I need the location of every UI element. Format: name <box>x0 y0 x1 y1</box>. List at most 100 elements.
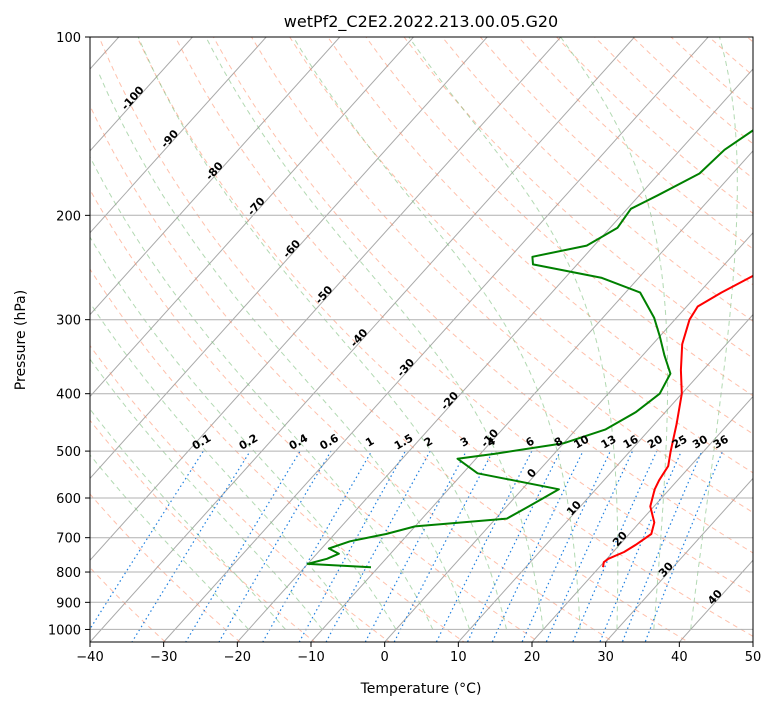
mixing-ratio-line <box>545 450 634 642</box>
isotherm-line <box>384 232 753 642</box>
dry-adiabat-line <box>555 37 753 215</box>
isotherm-line <box>605 477 753 642</box>
isotherm-label: -10 <box>478 426 501 450</box>
x-tick-label: −20 <box>224 650 251 665</box>
isotherm-line <box>90 37 636 642</box>
y-tick-label: 700 <box>56 532 81 547</box>
moist-adiabat-line <box>205 37 544 630</box>
isotherm-line <box>90 37 488 480</box>
y-tick-label: 500 <box>56 445 81 460</box>
y-tick-label: 300 <box>56 314 81 329</box>
y-tick-label: 600 <box>56 492 81 507</box>
isotherm-label: -80 <box>203 159 226 183</box>
x-tick-label: 0 <box>381 650 389 665</box>
y-tick-label: 400 <box>56 388 81 403</box>
isotherm-line <box>90 37 194 152</box>
y-tick-label: 800 <box>56 566 81 581</box>
y-tick-label: 100 <box>56 31 81 46</box>
mixing-ratio-line <box>90 450 204 631</box>
isotherm-line <box>678 559 753 642</box>
dry-adiabat-line <box>746 37 753 43</box>
plot-frame <box>89 36 754 643</box>
isotherm-line <box>90 37 562 561</box>
isotherm-label: -20 <box>438 389 461 413</box>
isotherm-label: -50 <box>313 283 336 307</box>
mixing-ratio-label: 25 <box>670 433 690 452</box>
isotherm-line <box>310 150 753 642</box>
mixing-ratio-line <box>393 450 494 642</box>
mixing-ratio-label: 1.5 <box>392 432 415 453</box>
dry-adiabat-line <box>250 37 753 514</box>
moist-adiabat-line <box>292 37 581 630</box>
x-tick-label: 50 <box>745 650 762 665</box>
moist-adiabat-line <box>98 72 471 630</box>
x-tick-label: 30 <box>597 650 614 665</box>
mixing-ratio-label: 3 <box>458 435 471 450</box>
mixing-ratio-label: 0.2 <box>237 432 260 453</box>
moist-adiabat-line <box>560 37 669 630</box>
isotherm-line <box>90 37 341 316</box>
mixing-ratio-line <box>491 450 584 642</box>
mixing-ratio-label: 1 <box>363 435 376 450</box>
isotherm-line <box>90 37 267 234</box>
moist-adiabat-line <box>690 37 738 630</box>
dry-adiabat-line <box>136 37 753 637</box>
mixing-ratio-line <box>621 450 703 642</box>
dry-adiabat-line <box>632 37 753 145</box>
isotherm-label: 0 <box>524 466 539 481</box>
moist-adiabat-line <box>90 155 434 630</box>
y-tick-label: 900 <box>56 596 81 611</box>
isotherm-label: 40 <box>705 587 725 607</box>
dry-adiabat-line <box>90 104 615 642</box>
x-tick-label: 40 <box>671 650 688 665</box>
moist-adiabat-line <box>90 454 249 630</box>
mixing-ratio-label: 20 <box>645 432 665 451</box>
mixing-ratio-label: 2 <box>422 435 435 450</box>
mixing-ratio-line <box>218 450 332 642</box>
moist-adiabat-line <box>90 358 323 630</box>
profile-series <box>306 129 753 569</box>
dry-adiabat-line <box>754 10 775 654</box>
x-tick-label: 20 <box>524 650 541 665</box>
isotherm-label: -40 <box>348 326 371 350</box>
dry-adiabat-line <box>90 344 391 642</box>
axes: −40 −30 −20 −10 0 10 20 30 40 5010020030040050060… <box>48 31 761 665</box>
isotherm-line <box>163 37 709 642</box>
isotherm-label: -30 <box>394 356 417 380</box>
isotherm-line <box>0 10 70 654</box>
dry-adiabat-line <box>90 419 316 642</box>
mixing-ratio-line <box>521 450 611 642</box>
mixing-ratio-line <box>262 450 373 642</box>
dry-adiabat-line <box>90 493 241 642</box>
y-tick-label: 200 <box>56 209 81 224</box>
mixing-ratio-label: 16 <box>621 432 641 451</box>
mixing-ratio-label: 13 <box>599 433 619 452</box>
x-tick-label: −10 <box>297 650 324 665</box>
mixing-ratio-label: 8 <box>552 435 565 450</box>
dry-adiabat-line <box>327 37 753 435</box>
y-tick-label: 1000 <box>48 623 81 638</box>
moist-adiabat-line <box>137 37 507 630</box>
mixing-ratio-label: 0.4 <box>287 431 311 452</box>
mixing-ratio-line <box>131 450 251 642</box>
isotherm-label: -70 <box>245 194 268 218</box>
mixing-ratio-line <box>599 450 682 642</box>
isotherm-label: -60 <box>280 237 303 261</box>
mixing-ratio-line <box>298 450 406 642</box>
moist-adiabat-line <box>90 301 360 630</box>
mixing-ratio-label: 0.1 <box>190 432 213 453</box>
moist-adiabat-line <box>90 408 286 630</box>
isotherm-line <box>457 313 753 642</box>
dry-adiabat-line <box>174 37 753 595</box>
isotherm-line <box>236 68 753 642</box>
mixing-ratio-line <box>185 450 301 642</box>
y-axis-label: Pressure (hPa) <box>13 290 29 390</box>
isotherm-label: 20 <box>610 529 630 549</box>
pressure-grid <box>90 37 753 630</box>
dry-adiabat-line <box>212 37 753 554</box>
x-tick-label: −40 <box>76 650 103 665</box>
isotherm-label: -90 <box>158 127 181 151</box>
chart-title: wetPf2_C2E2.2022.213.00.05.G20 <box>284 12 558 32</box>
temperature-profile-line <box>602 274 753 568</box>
